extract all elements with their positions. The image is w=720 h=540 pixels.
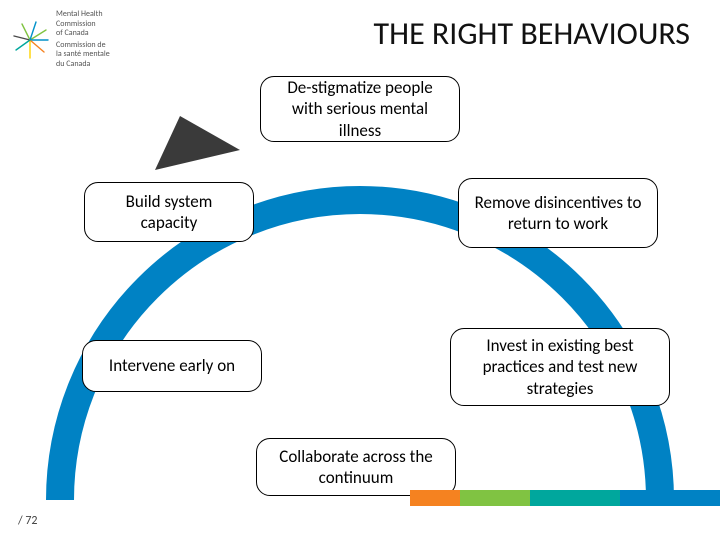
stripe-seg [530,490,620,506]
page-number: / 72 [18,514,38,528]
stripe-seg [620,490,720,506]
logo-burst-icon [10,20,50,60]
box-intervene-early: Intervene early on [82,340,262,392]
box-text: Remove disincentives to return to work [473,192,643,235]
box-text: De-stigmatize people with serious mental… [275,77,445,141]
box-text: Invest in existing best practices and te… [465,335,655,399]
page-title: THE RIGHT BEHAVIOURS [374,14,690,53]
box-remove-disincentives: Remove disincentives to return to work [458,178,658,248]
box-collaborate: Collaborate across the continuum [256,438,456,496]
box-text: Build system capacity [99,191,239,234]
footer-stripe [410,490,720,506]
box-destigmatize: De-stigmatize people with serious mental… [260,76,460,142]
logo-line: of Canada [56,29,110,39]
box-build-capacity: Build system capacity [84,182,254,242]
box-text: Intervene early on [109,355,235,376]
stripe-seg [410,490,460,506]
box-text: Collaborate across the continuum [271,446,441,489]
box-invest-best-practices: Invest in existing best practices and te… [450,328,670,406]
stripe-seg [460,490,530,506]
